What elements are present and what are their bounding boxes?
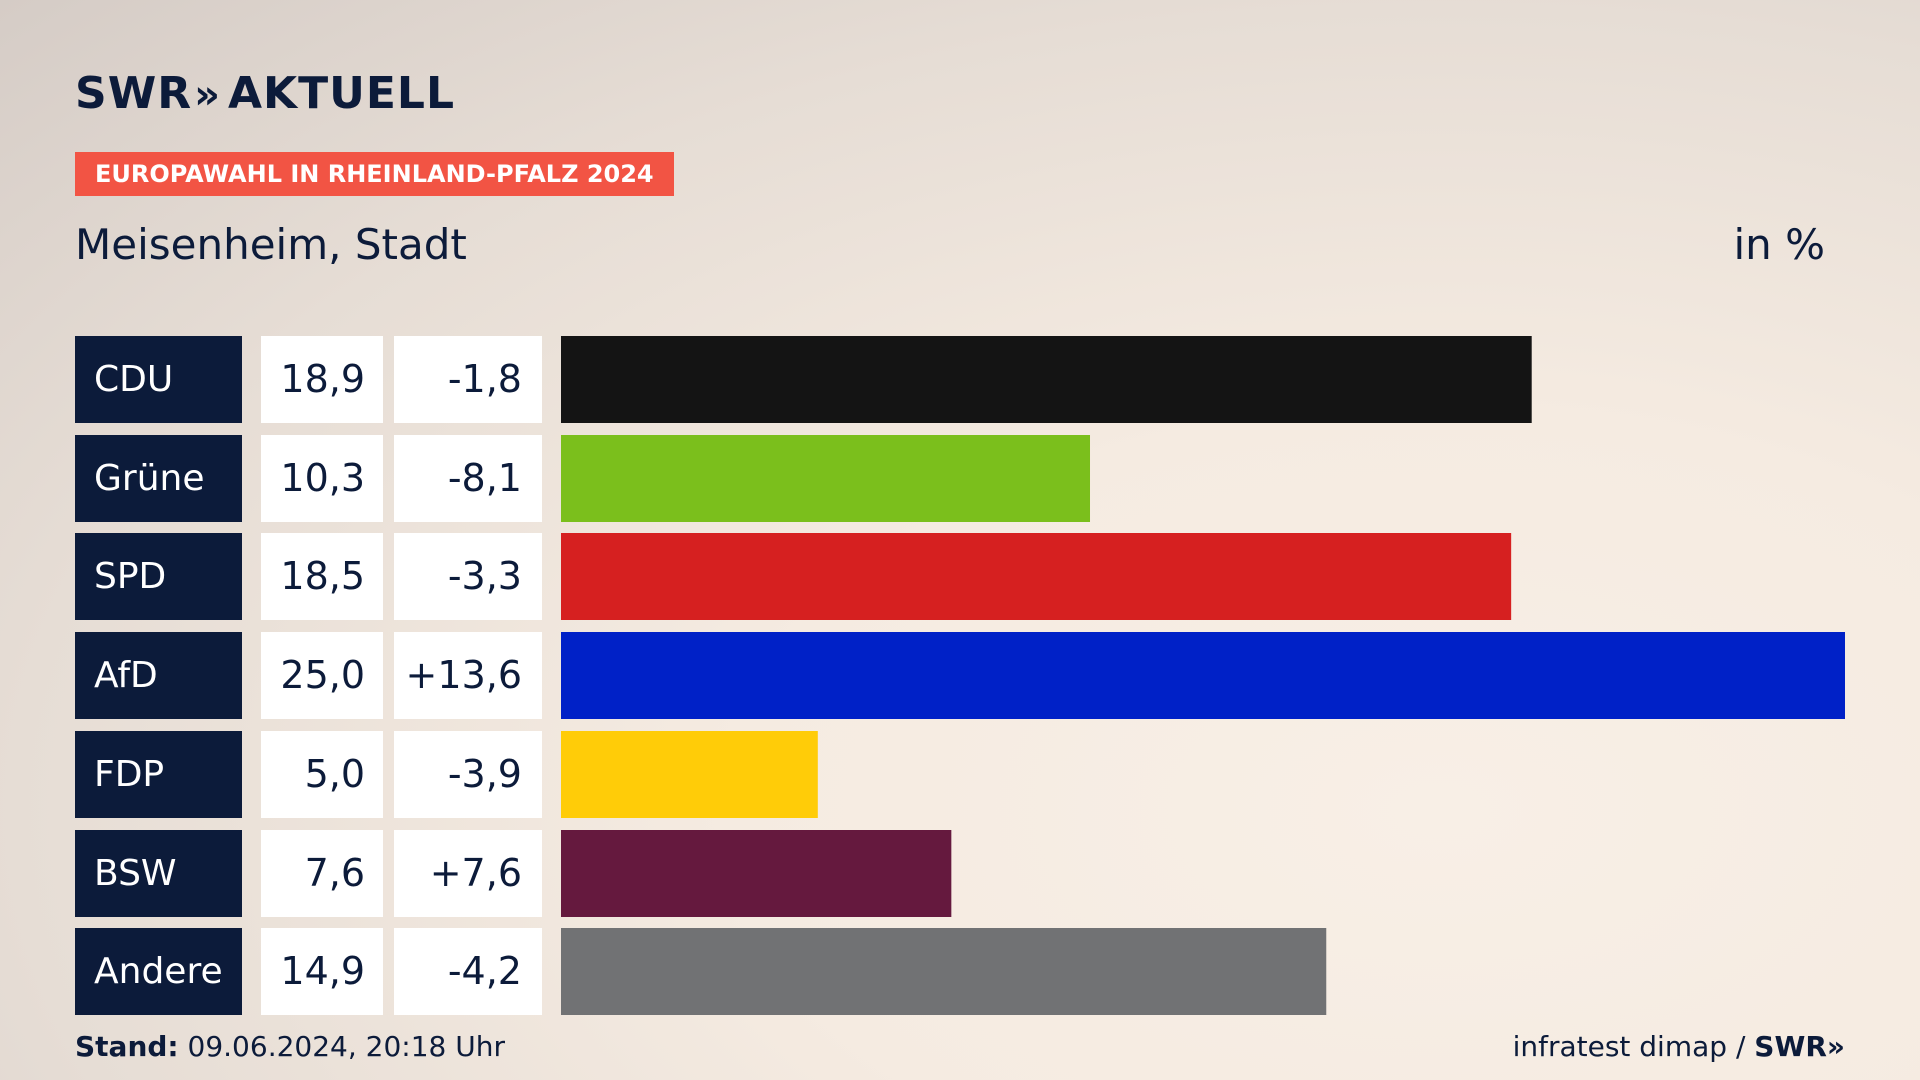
vote-change-label: -3,9 bbox=[394, 731, 542, 818]
vote-share-label: 5,0 bbox=[261, 731, 383, 818]
vote-share-label: 18,9 bbox=[261, 336, 383, 423]
vote-change-label: +7,6 bbox=[394, 830, 542, 917]
bar-spd bbox=[561, 533, 1512, 620]
party-label: SPD bbox=[75, 533, 242, 620]
party-label: BSW bbox=[75, 830, 242, 917]
party-label: AfD bbox=[75, 632, 242, 719]
vote-share-label: 18,5 bbox=[261, 533, 383, 620]
vote-change-label: -8,1 bbox=[394, 435, 542, 522]
party-label: Andere bbox=[75, 928, 242, 1015]
stand-value: 09.06.2024, 20:18 Uhr bbox=[187, 1030, 505, 1063]
swr-aktuell-logo: SWR» AKTUELL bbox=[75, 68, 455, 119]
bar-grne bbox=[561, 435, 1091, 522]
result-row: AfD 25,0 +13,6 bbox=[75, 632, 1845, 719]
vote-share-label: 25,0 bbox=[261, 632, 383, 719]
vote-change-label: -4,2 bbox=[394, 928, 542, 1015]
logo-section-text: AKTUELL bbox=[227, 68, 455, 119]
chevron-double-right-icon: » bbox=[1826, 1030, 1845, 1063]
bar-bsw bbox=[561, 830, 952, 917]
result-row: CDU 18,9 -1,8 bbox=[75, 336, 1845, 423]
result-row: BSW 7,6 +7,6 bbox=[75, 830, 1845, 917]
footer-source: infratest dimap / SWR» bbox=[1513, 1030, 1845, 1063]
vote-change-label: -3,3 bbox=[394, 533, 542, 620]
vote-share-label: 10,3 bbox=[261, 435, 383, 522]
chevron-double-right-icon: » bbox=[194, 72, 220, 118]
result-row: SPD 18,5 -3,3 bbox=[75, 533, 1845, 620]
vote-change-label: -1,8 bbox=[394, 336, 542, 423]
election-badge: EUROPAWAHL IN RHEINLAND-PFALZ 2024 bbox=[75, 152, 674, 196]
footer-timestamp: Stand: 09.06.2024, 20:18 Uhr bbox=[75, 1030, 505, 1063]
vote-share-label: 14,9 bbox=[261, 928, 383, 1015]
bar-cdu bbox=[561, 336, 1532, 423]
result-row: Andere 14,9 -4,2 bbox=[75, 928, 1845, 1015]
vote-change-label: +13,6 bbox=[394, 632, 542, 719]
chart-subtitle: Meisenheim, Stadt bbox=[75, 220, 467, 269]
vote-share-label: 7,6 bbox=[261, 830, 383, 917]
result-row: FDP 5,0 -3,9 bbox=[75, 731, 1845, 818]
swr-logo-text: SWR bbox=[75, 68, 193, 119]
bar-andere bbox=[561, 928, 1327, 1015]
party-label: CDU bbox=[75, 336, 242, 423]
bar-afd bbox=[561, 632, 1845, 719]
source-text: infratest dimap / bbox=[1512, 1030, 1755, 1063]
bar-chart bbox=[561, 336, 1845, 1015]
party-label: Grüne bbox=[75, 435, 242, 522]
bar-fdp bbox=[561, 731, 818, 818]
stand-label: Stand: bbox=[75, 1030, 179, 1063]
swr-mini-logo: SWR bbox=[1754, 1030, 1827, 1063]
party-label: FDP bbox=[75, 731, 242, 818]
result-row: Grüne 10,3 -8,1 bbox=[75, 435, 1845, 522]
unit-label: in % bbox=[1733, 220, 1825, 269]
results-table: CDU 18,9 -1,8 Grüne 10,3 -8,1 SPD 18,5 -3,3 AfD 25… bbox=[75, 336, 1845, 1016]
